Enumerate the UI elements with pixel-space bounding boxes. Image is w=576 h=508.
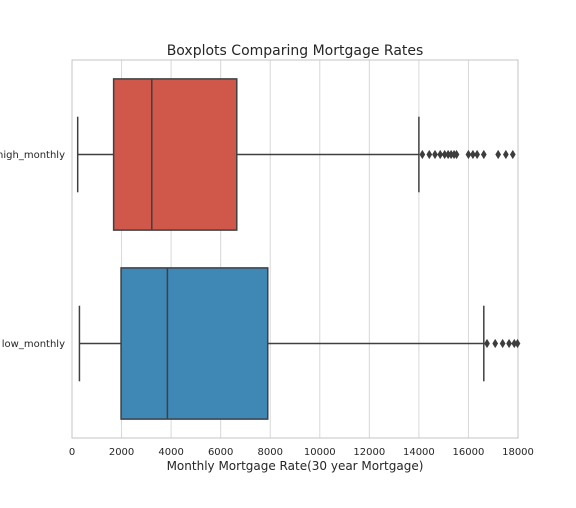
box-group-high-monthly [76,78,516,231]
x-tick-label: 16000 [453,447,485,458]
x-tick-label: 12000 [353,447,385,458]
y-category-labels: high_monthly low_monthly [0,150,65,350]
outlier-point [453,149,460,160]
x-tick-label: 4000 [158,447,183,458]
outlier-point [432,149,438,160]
x-axis-label: Monthly Mortgage Rate(30 year Mortgage) [167,459,424,473]
outlier-point [509,149,516,160]
box-group-low-monthly [78,267,521,420]
x-tick-label: 18000 [502,447,534,458]
x-tick-label: 0 [69,447,75,458]
x-tick-label: 10000 [304,447,336,458]
outlier-point [514,338,521,349]
box-iqr [120,267,269,420]
box-iqr [112,78,238,231]
outlier-point [419,149,426,160]
boxes-layer [76,78,521,420]
outlier-point [480,149,487,160]
x-tick-labels: 0 2000 4000 6000 8000 10000 12000 14000 16000 180… [69,447,534,458]
y-category-label: low_monthly [2,339,65,350]
outlier-point [470,149,476,160]
x-tick-label: 6000 [208,447,233,458]
outlier-point [437,149,444,160]
outlier-point [492,338,499,349]
outlier-point [502,149,509,160]
outlier-point [506,338,512,349]
outlier-point [495,149,502,160]
x-tick-label: 2000 [109,447,134,458]
x-tick-label: 14000 [403,447,435,458]
y-category-label: high_monthly [0,150,65,161]
outlier-point [484,338,490,349]
outlier-point [474,149,481,160]
chart-title: Boxplots Comparing Mortgage Rates [167,43,424,59]
plot-area-border [71,59,519,439]
outlier-point [426,149,433,160]
outlier-point [499,338,506,349]
outlier-point [465,149,472,160]
x-tick-label: 8000 [257,447,282,458]
